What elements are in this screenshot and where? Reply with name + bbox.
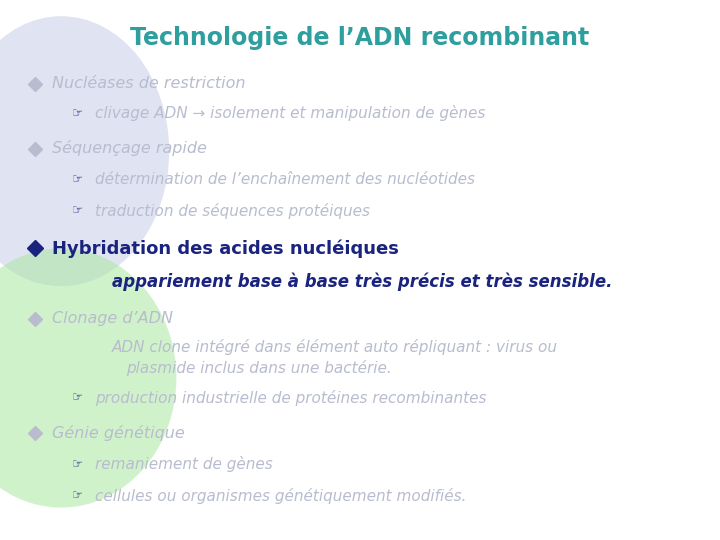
Text: détermination de l’enchaînement des nucléotides: détermination de l’enchaînement des nucl…: [95, 172, 475, 187]
Text: production industrielle de protéines recombinantes: production industrielle de protéines rec…: [95, 390, 487, 406]
Text: Hybridation des acides nucléiques: Hybridation des acides nucléiques: [52, 239, 399, 258]
Text: cellules ou organismes génétiquement modifiés.: cellules ou organismes génétiquement mod…: [95, 488, 467, 504]
Text: remaniement de gènes: remaniement de gènes: [95, 456, 273, 472]
Text: traduction de séquences protéiques: traduction de séquences protéiques: [95, 202, 370, 219]
Text: Clonage d’ADN: Clonage d’ADN: [52, 311, 173, 326]
Ellipse shape: [0, 16, 169, 286]
Text: clivage ADN → isolement et manipulation de gènes: clivage ADN → isolement et manipulation …: [95, 105, 485, 122]
Text: ☞: ☞: [72, 489, 84, 502]
Text: ADN clone intégré dans élément auto répliquant : virus ou: ADN clone intégré dans élément auto répl…: [112, 339, 557, 355]
Text: Nucléases de restriction: Nucléases de restriction: [52, 76, 246, 91]
Text: plasmide inclus dans une bactérie.: plasmide inclus dans une bactérie.: [126, 360, 392, 376]
Text: Séquençage rapide: Séquençage rapide: [52, 140, 207, 157]
Text: appariement base à base très précis et très sensible.: appariement base à base très précis et t…: [112, 273, 612, 291]
Text: ☞: ☞: [72, 458, 84, 471]
Text: ☞: ☞: [72, 392, 84, 404]
Text: Génie génétique: Génie génétique: [52, 425, 184, 441]
Text: Technologie de l’ADN recombinant: Technologie de l’ADN recombinant: [130, 26, 590, 50]
Text: ☞: ☞: [72, 107, 84, 120]
Ellipse shape: [0, 248, 176, 508]
Text: ☞: ☞: [72, 173, 84, 186]
Text: ☞: ☞: [72, 204, 84, 217]
